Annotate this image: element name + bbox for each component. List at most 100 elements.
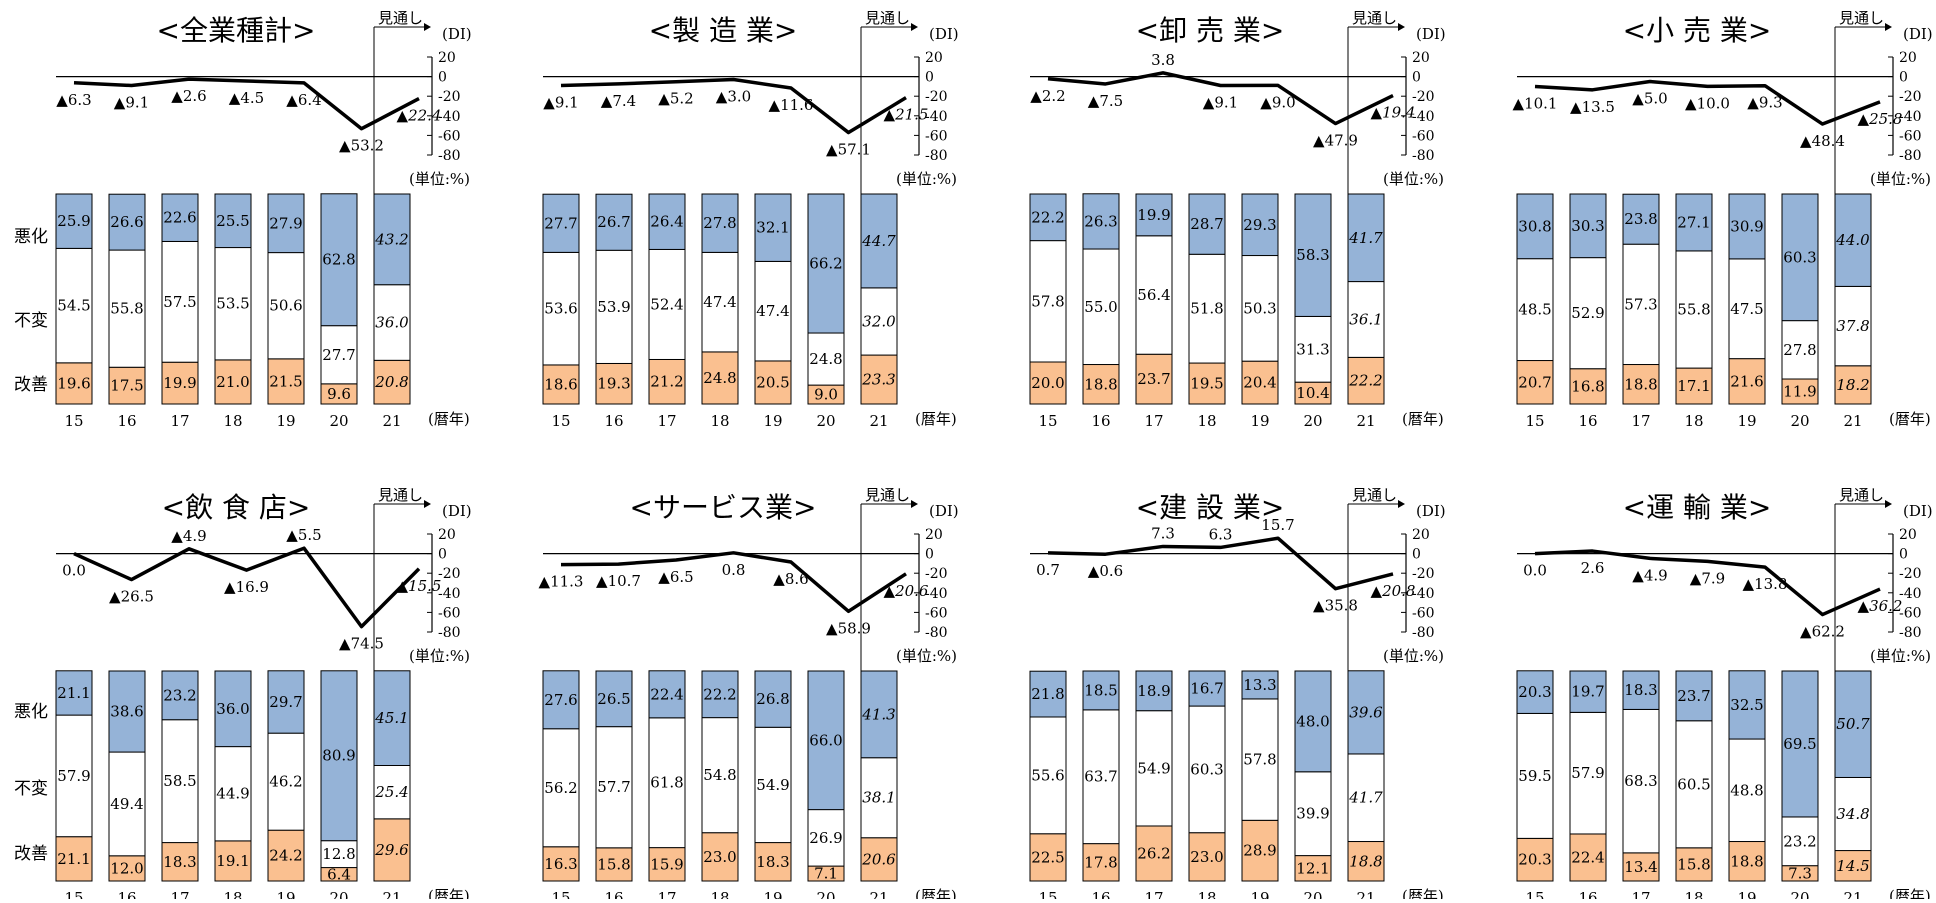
chart-6-bar-better-label-2: 26.2 [1137, 844, 1170, 862]
chart-0-bar-same-3 [214, 247, 252, 361]
chart-0-di-line [73, 77, 420, 131]
chart-1-bar-same-5 [807, 332, 845, 386]
chart-4-di-label-5: ▲74.5 [339, 635, 384, 653]
chart-6-bar-same-5 [1294, 771, 1332, 857]
chart-5-bar-worse-1 [595, 670, 633, 728]
chart-3-bar-better-5 [1781, 378, 1819, 405]
chart-5-bar-better-label-2: 15.9 [650, 855, 683, 873]
chart-7-bar-worse-4 [1728, 670, 1766, 740]
chart-1-di-tick-label-1: 0 [925, 70, 934, 86]
chart-6-di-tick-label-1: 0 [1412, 547, 1421, 563]
chart-6-bar-same-1 [1082, 709, 1120, 845]
chart-5-di-label-3: 0.8 [722, 561, 746, 579]
chart-0-bar-better-label-2: 19.9 [163, 374, 196, 392]
chart-7-bar-worse-3 [1675, 670, 1713, 722]
chart-2-forecast-label: 見通し [1352, 9, 1397, 27]
chart-1-di-label-4: ▲11.6 [769, 96, 814, 114]
chart-2-bar-same-label-4: 50.3 [1243, 299, 1276, 317]
chart-3-year-unit: (暦年) [1889, 410, 1931, 428]
chart-7-di-tick-label-3: -40 [1899, 586, 1922, 602]
chart-7-bar-better-label-0: 20.3 [1518, 851, 1551, 869]
chart-5-bar-worse-label-4: 26.8 [756, 690, 789, 708]
chart-2-bar-worse-label-6: 41.7 [1348, 229, 1383, 247]
chart-6-di-tick-label-5: -80 [1412, 625, 1435, 641]
chart-5-bar-same-label-5: 26.9 [809, 829, 842, 847]
chart-1-bar-worse-6 [860, 193, 898, 289]
chart-2-bar-same-3 [1188, 253, 1226, 364]
chart-6-di-line [1047, 536, 1394, 591]
chart-4-bar-better-label-0: 21.1 [57, 850, 90, 868]
chart-7-di-label-1: 2.6 [1581, 559, 1605, 577]
chart-5-x-tick-3: 18 [710, 889, 729, 899]
chart-5-bar-unit: (単位:%) [896, 647, 957, 665]
chart-4-di-line [73, 546, 421, 629]
chart-1-bar-worse-1 [595, 193, 633, 251]
chart-0-forecast-arrowhead [424, 23, 431, 31]
chart-4-bar-same-5 [320, 840, 358, 869]
chart-6-forecast-arrowhead [1398, 500, 1405, 508]
chart-2-x-tick-1: 16 [1091, 412, 1110, 430]
chart-7-bar-better-label-5: 7.3 [1788, 864, 1812, 882]
chart-1-di-tick-label-3: -40 [925, 109, 948, 125]
chart-1-bar-worse-4 [754, 193, 792, 262]
chart-1-bar-better-0 [542, 364, 580, 405]
chart-7-year-unit: (暦年) [1889, 887, 1931, 899]
chart-0-bar-worse-label-5: 62.8 [322, 251, 355, 269]
chart-0-bar-worse-2 [161, 193, 199, 242]
chart-4-di-tick-label-1: 0 [438, 547, 447, 563]
chart-3-di-label-2: ▲5.0 [1632, 90, 1667, 108]
chart-1-bar-worse-label-1: 26.7 [597, 213, 630, 231]
chart-4-di-tick-label-3: -40 [438, 586, 461, 602]
chart-1-bar-better-label-0: 18.6 [544, 375, 577, 393]
chart-4-di-label-0: 0.0 [62, 562, 86, 580]
chart-0-di-label-1: ▲9.1 [114, 94, 149, 112]
chart-3-bar-worse-6 [1834, 193, 1872, 287]
chart-4-bar-worse-1 [108, 670, 146, 753]
chart-4-bar-better-3 [214, 840, 252, 882]
chart-1-di-label-6: ▲21.5 [884, 106, 929, 124]
chart-2-bar-same-label-1: 55.0 [1084, 298, 1117, 316]
chart-6-x-tick-5: 20 [1303, 889, 1322, 899]
chart-3-di-label-4: ▲9.3 [1747, 94, 1782, 112]
chart-5-di-tick-label-4: -60 [925, 605, 948, 621]
chart-7-di-tick-label-0: 20 [1899, 527, 1917, 543]
chart-3-bar-same-label-6: 37.8 [1836, 317, 1869, 335]
chart-6-x-tick-4: 19 [1250, 889, 1269, 899]
chart-5-bar-worse-0 [542, 670, 580, 730]
chart-4-bar-worse-label-5: 80.9 [322, 747, 355, 765]
chart-2-di-label-2: 3.8 [1151, 51, 1175, 69]
chart-7-forecast-arrowhead [1885, 500, 1892, 508]
chart-1-bar-same-2 [648, 248, 686, 360]
chart-3-bar-same-4 [1728, 258, 1766, 360]
chart-4-bar-worse-label-1: 38.6 [110, 703, 143, 721]
chart-2-bar-worse-5 [1294, 193, 1332, 317]
chart-3-x-tick-0: 15 [1525, 412, 1544, 430]
chart-0-bar-same-6 [373, 284, 411, 361]
chart-3-x-tick-5: 20 [1790, 412, 1809, 430]
chart-6-bar-better-label-0: 22.5 [1031, 848, 1064, 866]
chart-4-bar-better-label-3: 19.1 [216, 852, 249, 870]
chart-4-bar-worse-2 [161, 670, 199, 721]
chart-0-bar-same-label-1: 55.8 [110, 300, 143, 318]
chart-2-di-tick-label-2: -20 [1412, 89, 1435, 105]
chart-2-bar-better-label-5: 10.4 [1296, 384, 1329, 402]
chart-7-di-tick-label-2: -20 [1899, 566, 1922, 582]
chart-6-bar-worse-label-1: 18.5 [1084, 681, 1117, 699]
chart-0-bar-better-4 [267, 358, 305, 405]
chart-7-bar-same-3 [1675, 720, 1713, 849]
chart-1-di-label-5: ▲57.1 [826, 141, 871, 159]
chart-5-bar-same-3 [701, 717, 739, 834]
chart-2-bar-better-label-3: 19.5 [1190, 375, 1223, 393]
chart-7-bar-worse-label-1: 19.7 [1571, 683, 1604, 701]
chart-7-bar-same-0 [1516, 712, 1554, 839]
chart-7-bar-same-2 [1622, 708, 1660, 854]
chart-2-bar-better-0 [1029, 361, 1067, 405]
chart-3-bar-better-0 [1516, 360, 1554, 405]
chart-2-bar-worse-label-1: 26.3 [1084, 212, 1117, 230]
chart-3-di-tick-label-1: 0 [1899, 70, 1908, 86]
chart-2-bar-worse-label-0: 22.2 [1031, 208, 1064, 226]
chart-4-x-tick-1: 16 [117, 889, 136, 899]
chart-5-bar-worse-label-6: 41.3 [861, 705, 895, 723]
chart-6-bar-same-3 [1188, 705, 1226, 834]
